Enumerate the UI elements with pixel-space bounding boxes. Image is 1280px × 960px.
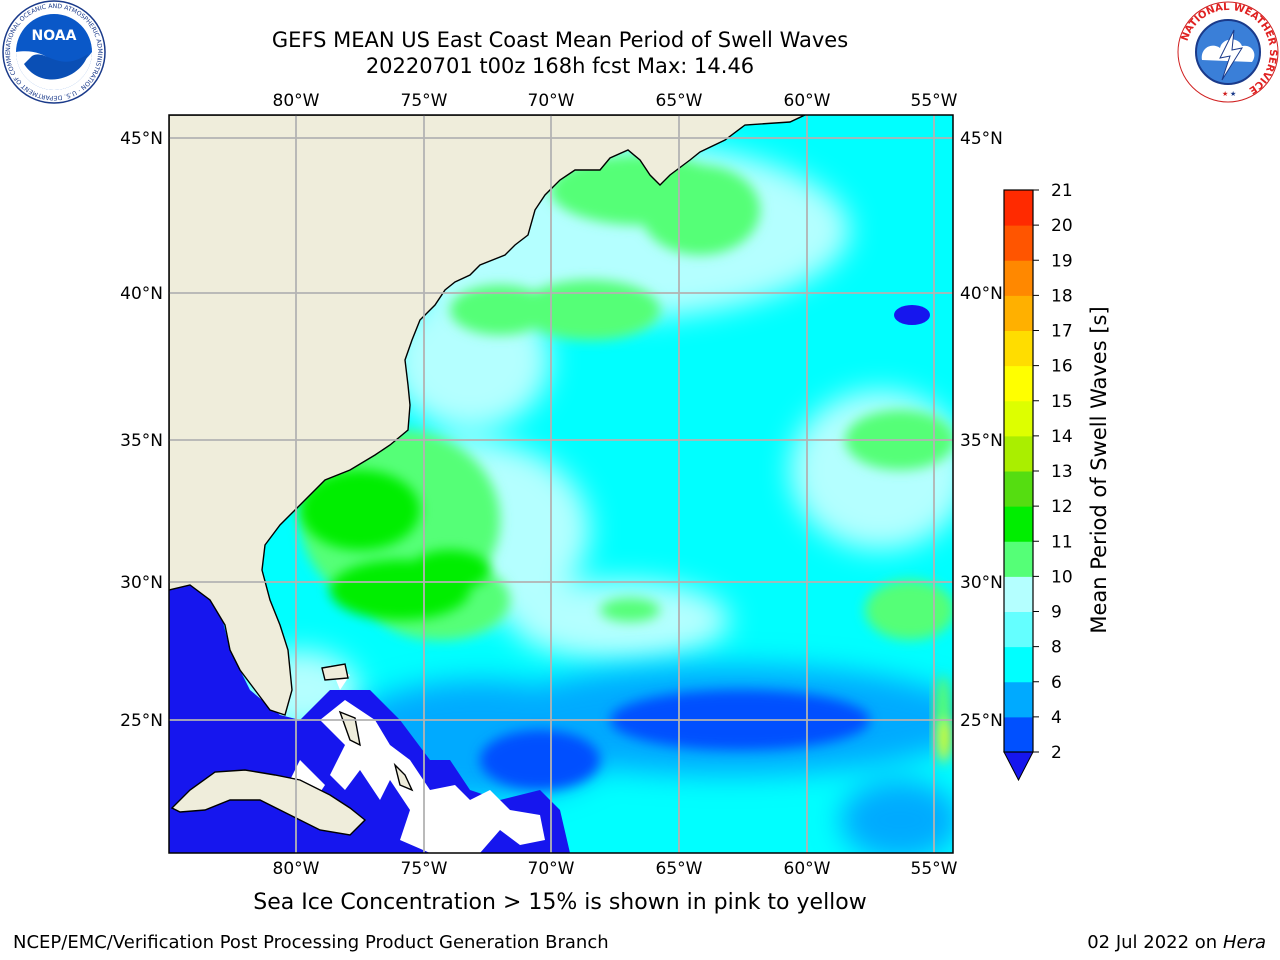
- noaa-text: NOAA: [32, 28, 77, 44]
- colorbar-tick-label: 11: [1051, 532, 1073, 552]
- swell-period-field: [169, 115, 953, 853]
- colorbar-bin: [1004, 190, 1033, 226]
- lon-label-top: 80°W: [273, 91, 320, 111]
- machine-name: Hera: [1222, 932, 1266, 953]
- lon-label-top: 60°W: [784, 91, 831, 111]
- colorbar-bin: [1004, 681, 1033, 718]
- nws-logo: NATIONAL WEATHER SERVICE ★ ★: [1177, 1, 1279, 103]
- lon-label-bottom: 70°W: [528, 859, 575, 879]
- colorbar-bin: [1004, 506, 1033, 542]
- colorbar-bin: [1004, 365, 1033, 402]
- colorbar-under-extension: [1003, 751, 1034, 782]
- noaa-logo: NATIONAL OCEANIC AND ATMOSPHERIC ADMINIS…: [2, 0, 106, 104]
- colorbar-tick-label: 8: [1051, 638, 1062, 658]
- colorbar-tick-label: 15: [1051, 392, 1073, 412]
- colorbar-bin: [1004, 611, 1033, 648]
- lat-label-right: 45°N: [960, 129, 1003, 149]
- chart-title: GEFS MEAN US East Coast Mean Period of S…: [271, 28, 849, 52]
- colorbar-tick-label: 18: [1051, 286, 1073, 306]
- colorbar-tick-label: 4: [1051, 708, 1062, 728]
- sea-ice-note: Sea Ice Concentration > 15% is shown in …: [253, 890, 867, 915]
- colorbar-tick-label: 14: [1051, 427, 1073, 447]
- colorbar-bin: [1004, 716, 1033, 753]
- colorbar-bin: [1004, 646, 1033, 683]
- credit-line: NCEP/EMC/Verification Post Processing Pr…: [13, 932, 609, 953]
- graticule: [169, 115, 953, 853]
- svg-text:★: ★: [1222, 90, 1228, 98]
- lat-label-right: 40°N: [960, 284, 1003, 304]
- colorbar-tick-label: 12: [1051, 497, 1073, 517]
- lat-label-left: 35°N: [120, 431, 163, 451]
- svg-text:★: ★: [1230, 90, 1236, 98]
- chart-subtitle: 20220701 t00z 168h fcst Max: 14.46: [365, 54, 755, 78]
- colorbar-bin: [1004, 576, 1033, 612]
- lat-label-right: 30°N: [960, 573, 1003, 593]
- colorbar-label: Mean Period of Swell Waves [s]: [1087, 306, 1111, 633]
- colorbar-bin: [1004, 330, 1033, 367]
- map-frame: [168, 114, 954, 854]
- lat-label-left: 25°N: [120, 711, 163, 731]
- lon-label-bottom: 80°W: [273, 859, 320, 879]
- colorbar-bin: [1004, 260, 1033, 296]
- colorbar-bin: [1004, 435, 1033, 472]
- lat-label-right: 35°N: [960, 431, 1003, 451]
- colorbar-tick-label: 2: [1051, 743, 1062, 763]
- colorbar-bin: [1004, 541, 1033, 577]
- lat-label-left: 45°N: [120, 129, 163, 149]
- colorbar-tick-label: 6: [1051, 673, 1062, 693]
- land-mass: [169, 115, 806, 836]
- colorbar: 2 4 6 8 9 10 11 12 13 14 15 16 17 18 19 20 21: [1003, 181, 1073, 782]
- colorbar-bin: [1004, 400, 1033, 437]
- date-text: 02 Jul 2022 on: [1087, 932, 1223, 953]
- lon-label-bottom: 55°W: [911, 859, 958, 879]
- colorbar-bin: [1004, 225, 1033, 261]
- lon-label-top: 75°W: [401, 91, 448, 111]
- lon-labels: 80°W 75°W 70°W 65°W 60°W 55°W 80°W 75°W …: [273, 91, 958, 879]
- lat-labels: 45°N 40°N 35°N 30°N 25°N 45°N 40°N 35°N …: [120, 129, 1003, 731]
- colorbar-tick-label: 19: [1051, 251, 1073, 271]
- lat-label-left: 30°N: [120, 573, 163, 593]
- lon-label-bottom: 65°W: [656, 859, 703, 879]
- colorbar-tick-label: 9: [1051, 603, 1062, 623]
- colorbar-tick-label: 21: [1051, 181, 1073, 201]
- colorbar-tick-label: 10: [1051, 567, 1073, 587]
- lon-label-bottom: 60°W: [784, 859, 831, 879]
- date-line: 02 Jul 2022 on Hera: [1087, 932, 1266, 953]
- colorbar-tick-label: 17: [1051, 322, 1073, 342]
- lon-label-top: 65°W: [656, 91, 703, 111]
- colorbar-tick-label: 16: [1051, 357, 1073, 377]
- lat-label-left: 40°N: [120, 284, 163, 304]
- lon-label-top: 70°W: [528, 91, 575, 111]
- colorbar-bin: [1004, 295, 1033, 331]
- lon-label-bottom: 75°W: [401, 859, 448, 879]
- colorbar-bin: [1004, 471, 1033, 507]
- lon-label-top: 55°W: [911, 91, 958, 111]
- colorbar-tick-label: 20: [1051, 216, 1073, 236]
- colorbar-tick-label: 13: [1051, 462, 1073, 482]
- lat-label-right: 25°N: [960, 711, 1003, 731]
